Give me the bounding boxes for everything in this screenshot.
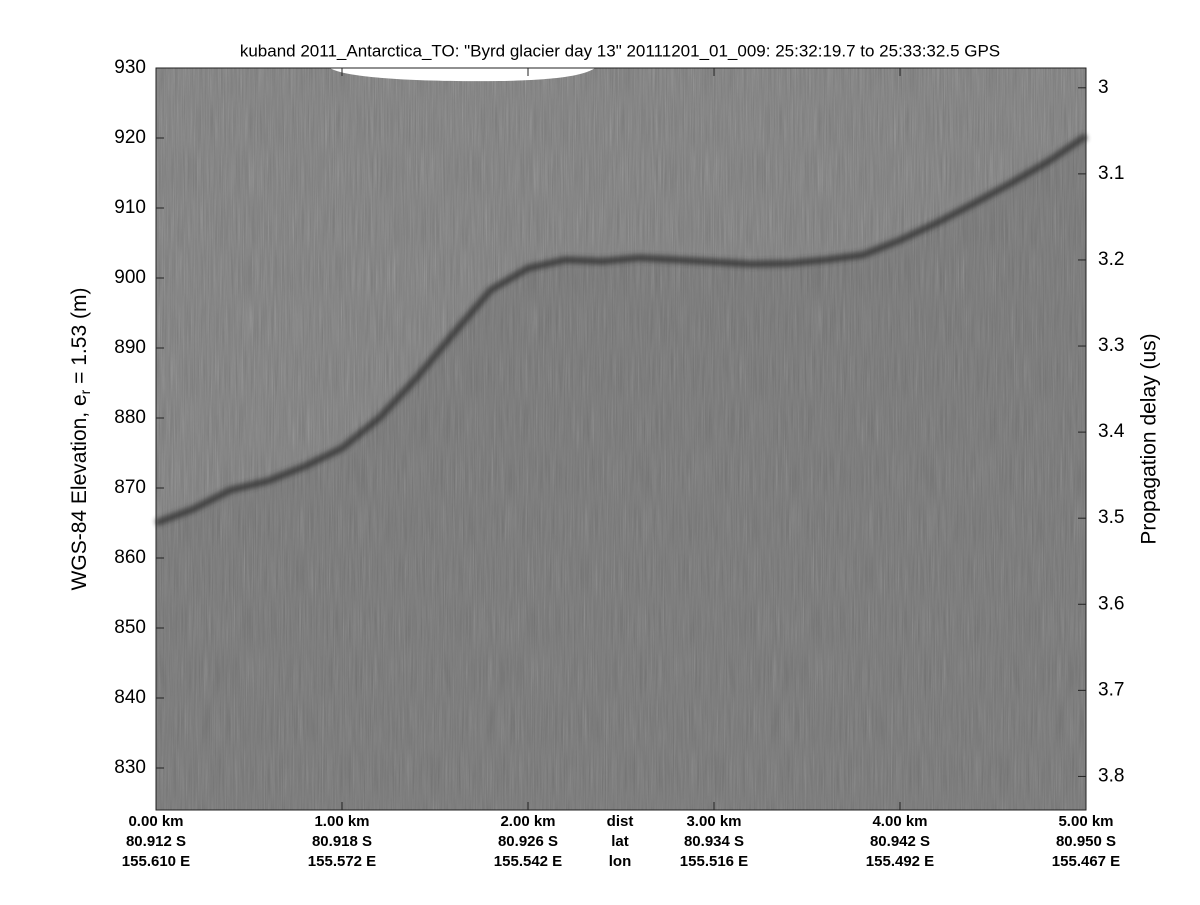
x-tick-label: 1.00 km <box>314 813 369 830</box>
x-tick-label: 0.00 km <box>128 813 183 830</box>
x-tick-label: 3.00 km <box>686 813 741 830</box>
lat-label: 80.934 S <box>684 833 744 850</box>
y-tick-label: 890 <box>114 337 146 358</box>
y2-tick-label: 3.7 <box>1098 679 1124 700</box>
lon-label: 155.572 E <box>308 853 376 870</box>
lat-label: 80.942 S <box>870 833 930 850</box>
y-tick-label: 920 <box>114 127 146 148</box>
y-axis-label: WGS-84 Elevation, er = 1.53 (m) <box>68 288 93 591</box>
y2-tick-label: 3.3 <box>1098 335 1124 356</box>
lat-label: 80.950 S <box>1056 833 1116 850</box>
surface-echo <box>154 133 1088 527</box>
row-label: dist <box>607 813 634 830</box>
surface-shadow <box>156 135 1086 810</box>
row-label: lon <box>609 853 632 870</box>
y2-tick-label: 3 <box>1098 77 1109 98</box>
y-tick-label: 850 <box>114 617 146 638</box>
y-tick-label: 840 <box>114 687 146 708</box>
y2-tick-label: 3.2 <box>1098 249 1124 270</box>
plot-area <box>154 68 1088 810</box>
y2-axis-label: Propagation delay (us) <box>1138 333 1161 544</box>
lon-label: 155.542 E <box>494 853 562 870</box>
x-tick-label: 2.00 km <box>500 813 555 830</box>
y2-tick-label: 3.5 <box>1098 507 1124 528</box>
lon-label: 155.492 E <box>866 853 934 870</box>
lat-label: 80.918 S <box>312 833 372 850</box>
y2-tick-label: 3.4 <box>1098 421 1125 442</box>
lon-label: 155.610 E <box>122 853 190 870</box>
x-tick-label: 5.00 km <box>1058 813 1113 830</box>
y-tick-label: 880 <box>114 407 146 428</box>
y-tick-label: 930 <box>114 57 146 78</box>
y-label-end: = 1.53 (m) <box>68 288 91 390</box>
plot-frame <box>155 67 1087 811</box>
chart-title: kuband 2011_Antarctica_TO: "Byrd glacier… <box>240 41 1000 60</box>
x-tick-label: 4.00 km <box>872 813 927 830</box>
y-tick-label: 910 <box>114 197 146 218</box>
lon-label: 155.516 E <box>680 853 748 870</box>
echogram-noise <box>156 68 1086 810</box>
y-label-text: WGS-84 Elevation, e <box>68 394 91 590</box>
lat-label: 80.926 S <box>498 833 558 850</box>
y-tick-label: 870 <box>114 477 146 498</box>
y-tick-label: 830 <box>114 757 146 778</box>
y-tick-label: 900 <box>114 267 146 288</box>
row-label: lat <box>611 833 629 850</box>
y2-tick-label: 3.1 <box>1098 163 1124 184</box>
y-label-sub: r <box>77 389 93 394</box>
lat-label: 80.912 S <box>126 833 186 850</box>
y2-tick-label: 3.6 <box>1098 593 1124 614</box>
lon-label: 155.467 E <box>1052 853 1120 870</box>
no-data-region <box>330 68 595 82</box>
y-tick-label: 860 <box>114 547 146 568</box>
y2-tick-label: 3.8 <box>1098 765 1124 786</box>
